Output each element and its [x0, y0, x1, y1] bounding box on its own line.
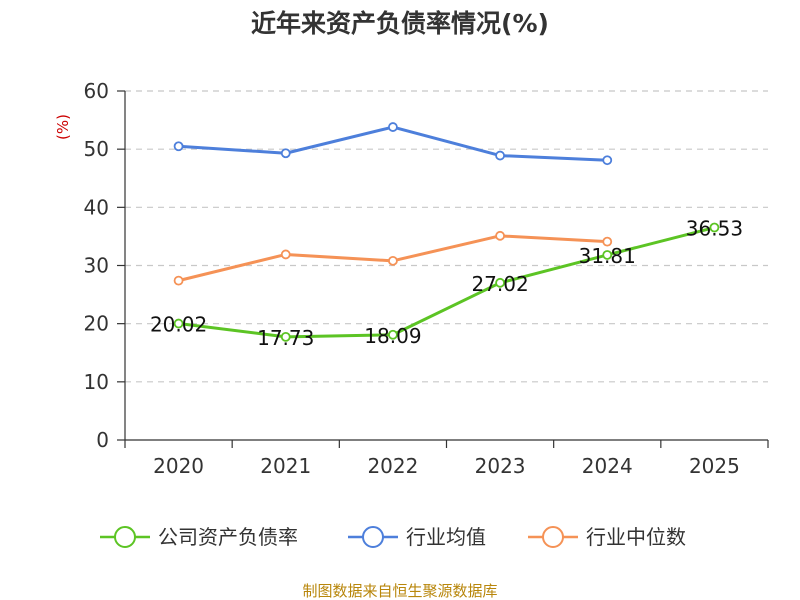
data-point	[280, 331, 291, 342]
y-tick-label: 60	[84, 79, 109, 103]
data-point	[173, 318, 184, 329]
data-point	[495, 277, 505, 288]
x-tick-label: 2021	[260, 454, 311, 478]
x-tick-label: 2024	[582, 454, 633, 478]
legend-marker	[362, 526, 384, 548]
x-tick-label: 2022	[367, 454, 418, 478]
legend: 公司资产负债率 行业均值 行业中位数	[100, 525, 686, 549]
data-point	[602, 155, 613, 166]
y-tick-label: 10	[84, 370, 109, 394]
legend-label: 行业均值	[406, 525, 486, 549]
data-label: 17.73	[257, 326, 314, 350]
grid-lines	[125, 90, 768, 383]
data-label: 36.53	[686, 217, 743, 241]
legend-marker	[114, 526, 136, 548]
data-label: 31.81	[579, 244, 636, 268]
data-point	[173, 275, 184, 286]
series-layer	[173, 122, 720, 342]
source-note: 制图数据来自恒生聚源数据库	[302, 582, 497, 600]
legend-label: 公司资产负债率	[158, 525, 298, 549]
data-point	[388, 255, 398, 266]
data-point	[709, 222, 720, 233]
data-point	[388, 329, 398, 340]
data-labels: 20.02 17.73 18.09 27.02 31.81 36.53	[150, 217, 743, 350]
y-axis-unit: (%)	[54, 114, 72, 140]
data-point	[280, 148, 291, 159]
data-point	[602, 236, 613, 247]
data-label: 20.02	[150, 313, 207, 337]
data-point	[280, 249, 291, 260]
data-point	[495, 150, 505, 161]
data-point	[388, 122, 398, 132]
y-tick-label: 20	[84, 312, 109, 336]
data-label: 27.02	[471, 272, 528, 296]
chart-title: 近年来资产负债率情况(%)	[251, 9, 549, 38]
y-tick-label: 30	[84, 254, 109, 278]
x-tick-label: 2023	[475, 454, 526, 478]
x-tick-label: 2020	[153, 454, 204, 478]
series-line	[178, 125, 608, 162]
legend-marker	[542, 526, 564, 548]
axes: 0 10 20 30 40 50 60 2020 2021 2022 2023 2024 2025	[84, 79, 769, 478]
data-label: 18.09	[364, 324, 421, 348]
x-tick-label: 2025	[689, 454, 740, 478]
data-point	[173, 141, 184, 152]
series-line	[178, 226, 715, 339]
data-point	[495, 230, 505, 241]
y-tick-label: 0	[96, 428, 109, 452]
y-tick-label: 40	[84, 195, 109, 219]
y-tick-label: 50	[84, 137, 109, 161]
data-point	[602, 250, 613, 260]
legend-label: 行业中位数	[586, 525, 686, 549]
